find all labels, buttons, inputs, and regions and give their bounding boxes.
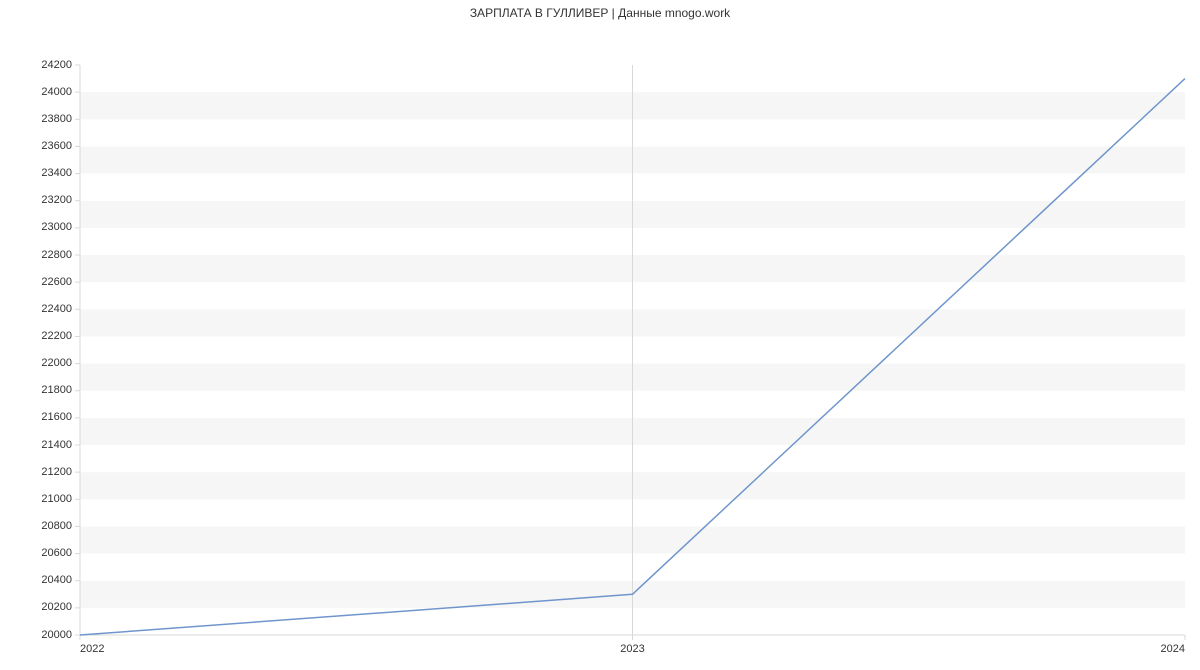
ytick-label: 20000 bbox=[41, 629, 72, 641]
ytick-label: 21800 bbox=[41, 384, 72, 396]
ytick-label: 23200 bbox=[41, 194, 72, 206]
chart-area: 20000 20200 20400 20600 20800 21000 21200 21400… bbox=[0, 20, 1200, 670]
chart-svg bbox=[0, 20, 1200, 670]
ytick-label: 21000 bbox=[41, 493, 72, 505]
ytick-label: 21200 bbox=[41, 466, 72, 478]
ytick-label: 24200 bbox=[41, 59, 72, 71]
xtick-label: 2024 bbox=[1161, 643, 1185, 655]
ytick-label: 20400 bbox=[41, 574, 72, 586]
ytick-label: 22400 bbox=[41, 303, 72, 315]
ytick-label: 21400 bbox=[41, 439, 72, 451]
ytick-label: 21600 bbox=[41, 411, 72, 423]
ytick-label: 22600 bbox=[41, 276, 72, 288]
xtick-label: 2023 bbox=[620, 643, 644, 655]
ytick-label: 23600 bbox=[41, 140, 72, 152]
ytick-label: 22000 bbox=[41, 357, 72, 369]
ytick-label: 20800 bbox=[41, 520, 72, 532]
ytick-label: 24000 bbox=[41, 86, 72, 98]
ytick-label: 20600 bbox=[41, 547, 72, 559]
ytick-label: 23000 bbox=[41, 221, 72, 233]
xtick-label: 2022 bbox=[80, 643, 104, 655]
ytick-label: 22800 bbox=[41, 249, 72, 261]
ytick-label: 23400 bbox=[41, 167, 72, 179]
chart-title: ЗАРПЛАТА В ГУЛЛИВЕР | Данные mnogo.work bbox=[0, 0, 1200, 20]
ytick-label: 23800 bbox=[41, 113, 72, 125]
ytick-label: 22200 bbox=[41, 330, 72, 342]
ytick-label: 20200 bbox=[41, 601, 72, 613]
